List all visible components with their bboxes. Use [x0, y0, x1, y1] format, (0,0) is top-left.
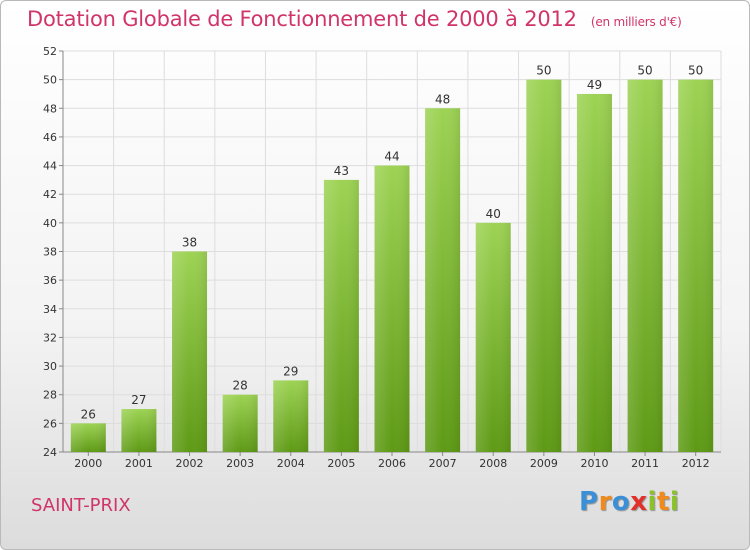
y-tick-label: 24	[43, 446, 57, 459]
data-label: 40	[486, 207, 501, 221]
bar-highlight	[526, 79, 562, 453]
data-label: 44	[384, 150, 399, 164]
y-tick-label: 48	[43, 102, 57, 115]
data-label: 43	[334, 164, 349, 178]
bar-highlight	[576, 93, 612, 452]
y-tick-label: 50	[43, 74, 57, 87]
x-tick-label: 2012	[682, 457, 710, 470]
y-tick-label: 38	[43, 246, 57, 259]
bar-highlight	[425, 108, 461, 453]
bar-highlight	[121, 409, 157, 452]
data-label: 50	[688, 64, 703, 78]
logo-letter: o	[611, 487, 631, 517]
chart-subtitle: (en milliers d'€)	[590, 15, 682, 29]
x-tick-label: 2001	[125, 457, 153, 470]
chart-title-text: Dotation Globale de Fonctionnement de 20…	[27, 7, 577, 31]
logo-letter: i	[669, 487, 680, 517]
x-tick-label: 2005	[327, 457, 355, 470]
data-label: 27	[131, 393, 146, 407]
logo-letter: x	[630, 487, 648, 517]
y-tick-label: 52	[43, 45, 57, 58]
bar-highlight	[323, 179, 359, 452]
y-tick-label: 30	[43, 360, 57, 373]
bar-highlight	[70, 423, 106, 452]
x-tick-label: 2010	[580, 457, 608, 470]
x-tick-label: 2002	[176, 457, 204, 470]
x-tick-label: 2003	[226, 457, 254, 470]
x-tick-label: 2009	[530, 457, 558, 470]
logo-letter: r	[598, 487, 612, 517]
bar-highlight	[222, 394, 258, 452]
data-label: 38	[182, 236, 197, 250]
bar-highlight	[374, 165, 410, 453]
axes: 24 26 28 30 32 34 36 38 40 42 44 46 48 50 52 2000 2001 20…	[43, 45, 721, 470]
logo-letter: P	[579, 487, 599, 517]
logo-letter: t	[656, 487, 670, 517]
proxiti-logo: Proxiti	[579, 487, 679, 517]
y-tick-label: 40	[43, 217, 57, 230]
x-tick-label: 2004	[277, 457, 305, 470]
bar-highlight	[273, 380, 309, 452]
labels: 26 27 38 28 29 43 44 48 40 50 49 50 50	[81, 64, 704, 422]
chart-title: Dotation Globale de Fonctionnement de 20…	[27, 7, 682, 31]
y-tick-label: 42	[43, 188, 57, 201]
y-tick-label: 46	[43, 131, 57, 144]
x-tick-label: 2007	[429, 457, 457, 470]
x-tick-label: 2006	[378, 457, 406, 470]
data-label: 26	[81, 407, 96, 421]
bar-highlight	[627, 79, 663, 453]
y-tick-label: 32	[43, 331, 57, 344]
bar-highlight	[475, 222, 511, 452]
x-tick-label: 2008	[479, 457, 507, 470]
data-label: 28	[233, 379, 248, 393]
y-tick-label: 28	[43, 389, 57, 402]
x-tick-label: 2000	[74, 457, 102, 470]
x-tick-label: 2011	[631, 457, 659, 470]
bar-highlight	[678, 79, 714, 453]
y-tick-label: 34	[43, 303, 57, 316]
logo-letter: i	[647, 487, 657, 517]
bars	[70, 79, 714, 453]
data-label: 48	[435, 92, 450, 106]
commune-name: SAINT-PRIX	[31, 495, 131, 516]
bar-highlight	[172, 251, 208, 452]
y-tick-label: 36	[43, 274, 57, 287]
data-label: 50	[536, 64, 551, 78]
y-tick-label: 44	[43, 160, 57, 173]
data-label: 50	[637, 64, 652, 78]
data-label: 29	[283, 364, 298, 378]
y-tick-label: 26	[43, 417, 57, 430]
data-label: 49	[587, 78, 602, 92]
